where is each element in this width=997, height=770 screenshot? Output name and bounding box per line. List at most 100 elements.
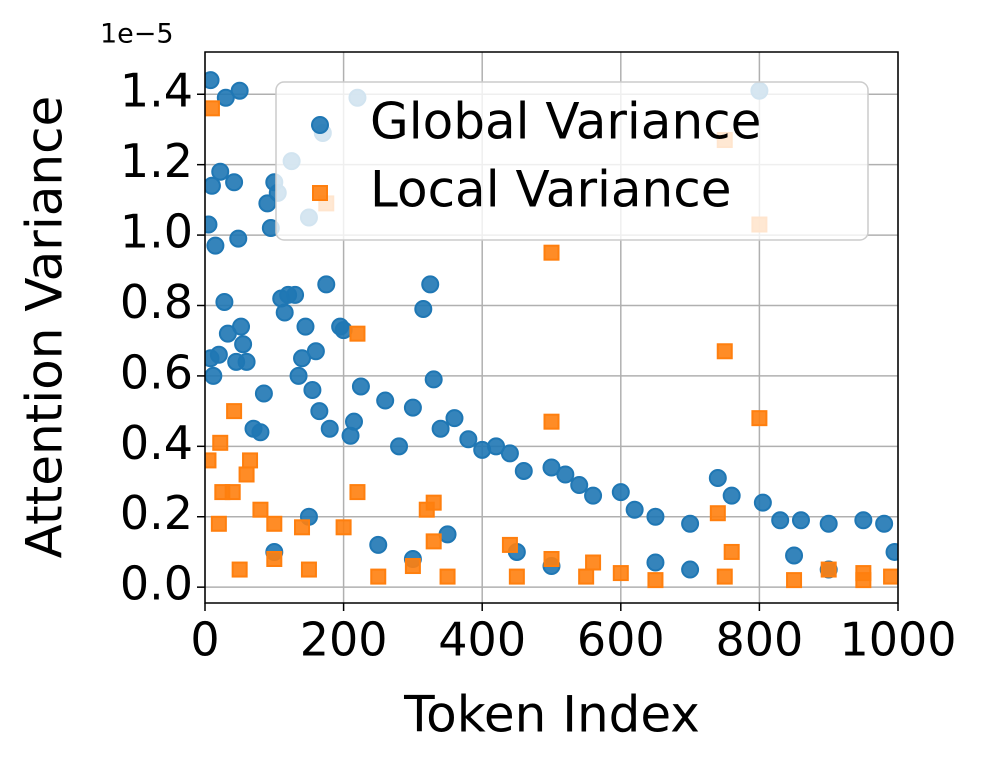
point (216, 88, 235, 107)
point (211, 162, 230, 181)
point (753, 493, 772, 512)
point (425, 533, 442, 550)
point (716, 343, 733, 360)
x-tick-label: 600 (577, 613, 665, 667)
point (543, 413, 560, 430)
point (708, 469, 727, 488)
point (820, 561, 837, 578)
point (224, 484, 241, 501)
point (237, 352, 256, 371)
point (390, 437, 409, 456)
y-tick-label: 0.4 (120, 416, 193, 470)
point (226, 403, 243, 420)
point (791, 511, 810, 530)
point (205, 71, 220, 90)
point (266, 550, 283, 567)
point (275, 303, 294, 322)
point (438, 525, 457, 544)
legend: Global Variance Local Variance (275, 81, 869, 241)
x-tick-label: 1000 (839, 613, 956, 667)
point (431, 419, 450, 438)
point (234, 335, 253, 354)
x-tick-label: 0 (190, 613, 219, 667)
point (303, 380, 322, 399)
point (209, 345, 228, 364)
point (854, 511, 873, 530)
point (716, 568, 733, 585)
x-axis-label: Token Index (403, 686, 700, 744)
point (578, 568, 595, 585)
plot-frame (204, 51, 899, 604)
point (425, 494, 442, 511)
y-tick-label: 0.0 (120, 557, 193, 611)
y-axis-label: Attention Variance (16, 96, 74, 559)
x-tick-label: 800 (715, 613, 803, 667)
point (647, 572, 664, 589)
point (421, 275, 440, 294)
point (251, 423, 270, 442)
point (335, 519, 352, 536)
point (252, 501, 269, 518)
y-tick-label: 0.6 (120, 345, 193, 399)
point (334, 321, 353, 340)
point (205, 452, 217, 469)
point (212, 434, 229, 451)
point (500, 444, 519, 463)
point (320, 419, 339, 438)
point (310, 402, 329, 421)
point (414, 300, 433, 319)
point (786, 572, 803, 589)
point (205, 366, 223, 385)
point (487, 437, 506, 456)
point (646, 553, 665, 572)
point (296, 317, 315, 336)
legend-box (275, 81, 869, 241)
point (445, 409, 464, 428)
point (300, 561, 317, 578)
point (370, 568, 387, 585)
point (293, 349, 312, 368)
point (508, 568, 525, 585)
point (514, 461, 533, 480)
point (242, 452, 259, 469)
point (238, 466, 255, 483)
point (875, 514, 894, 533)
point (230, 81, 249, 100)
point (351, 377, 370, 396)
point (232, 317, 251, 336)
point (231, 561, 248, 578)
x-tick-label: 200 (300, 613, 388, 667)
x-tick-label: 400 (438, 613, 526, 667)
point (883, 568, 898, 585)
point (625, 500, 644, 519)
point (254, 384, 273, 403)
point (205, 100, 220, 117)
point (709, 505, 726, 522)
y-tick-label: 0.8 (120, 275, 193, 329)
legend-label: Local Variance (370, 161, 731, 219)
point (885, 542, 898, 561)
point (439, 568, 456, 585)
point (611, 483, 630, 502)
y-offset-label: 1e−5 (100, 19, 174, 50)
y-tick-label: 1.0 (120, 205, 193, 259)
point (722, 486, 741, 505)
point (646, 507, 665, 526)
point (723, 543, 740, 560)
point (205, 215, 218, 234)
point (771, 511, 790, 530)
point (855, 572, 872, 589)
point (584, 486, 603, 505)
point (681, 514, 700, 533)
point (349, 484, 366, 501)
point (349, 325, 366, 342)
point (585, 554, 602, 571)
point (210, 515, 227, 532)
point (225, 173, 244, 192)
point (344, 412, 363, 431)
legend-label: Global Variance (370, 93, 761, 151)
point (369, 535, 388, 554)
y-tick-label: 1.4 (120, 64, 193, 118)
point (543, 244, 560, 261)
